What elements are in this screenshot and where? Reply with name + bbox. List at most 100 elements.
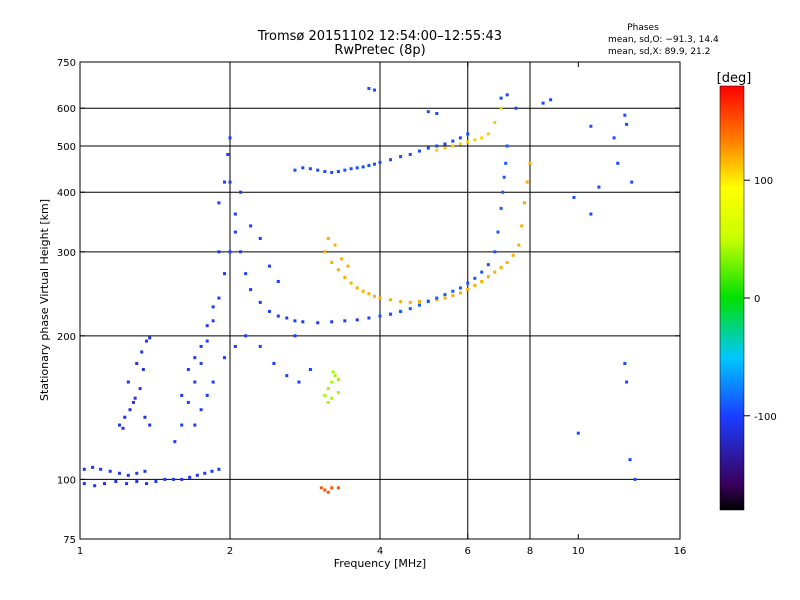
data-point xyxy=(589,124,593,128)
y-tick-label: 750 xyxy=(57,58,76,69)
data-point xyxy=(336,391,340,395)
data-point xyxy=(316,321,320,325)
x-tick-label: 4 xyxy=(377,546,383,557)
data-point xyxy=(417,149,421,153)
data-point xyxy=(336,268,340,272)
data-point xyxy=(630,180,634,184)
data-point xyxy=(285,316,289,320)
data-point xyxy=(340,257,344,261)
data-point xyxy=(499,266,503,270)
data-point xyxy=(378,296,382,300)
data-point xyxy=(541,101,545,105)
data-point xyxy=(117,423,121,427)
data-point xyxy=(499,206,503,210)
data-point xyxy=(623,361,627,365)
data-point xyxy=(435,111,439,115)
data-point xyxy=(493,121,497,125)
data-point xyxy=(399,155,403,159)
data-point xyxy=(308,167,312,171)
data-point xyxy=(493,270,497,274)
data-point xyxy=(633,477,637,481)
data-point xyxy=(233,212,237,216)
data-point xyxy=(443,293,447,297)
data-point xyxy=(426,146,430,150)
data-point xyxy=(473,138,477,142)
data-point xyxy=(426,110,430,114)
data-point xyxy=(443,296,447,300)
data-point xyxy=(505,260,509,264)
data-point xyxy=(616,161,620,165)
data-point xyxy=(195,473,199,477)
data-point xyxy=(597,185,601,189)
data-point xyxy=(180,477,184,481)
y-tick-label: 300 xyxy=(57,248,76,259)
data-point xyxy=(367,292,371,296)
data-point xyxy=(628,458,632,462)
data-point xyxy=(499,106,503,110)
data-point xyxy=(486,263,490,267)
data-point xyxy=(349,281,353,285)
data-point xyxy=(223,356,227,360)
data-point xyxy=(355,166,359,170)
data-point xyxy=(458,286,462,290)
data-point xyxy=(408,307,412,311)
data-point xyxy=(276,314,280,318)
data-point xyxy=(426,300,430,304)
data-point xyxy=(408,152,412,156)
data-point xyxy=(443,146,447,150)
data-point xyxy=(211,305,215,309)
data-point xyxy=(466,140,470,144)
data-point xyxy=(330,170,334,174)
data-point xyxy=(145,339,149,343)
data-point xyxy=(333,243,337,247)
data-point xyxy=(520,224,524,228)
data-point xyxy=(612,136,616,140)
data-point xyxy=(367,86,371,90)
data-point xyxy=(125,482,129,486)
y-axis-label: Stationary phase Virtual Height [km] xyxy=(38,199,51,401)
data-point xyxy=(210,469,214,473)
data-point xyxy=(336,170,340,174)
data-point xyxy=(199,344,203,348)
data-point xyxy=(258,344,262,348)
data-point xyxy=(486,275,490,279)
colorbar xyxy=(719,85,745,511)
data-point xyxy=(458,291,462,295)
data-point xyxy=(244,272,248,276)
colorbar-tick-label: 100 xyxy=(754,176,773,187)
data-point xyxy=(458,136,462,140)
data-point xyxy=(138,387,142,391)
y-tick-label: 100 xyxy=(57,475,76,486)
data-point xyxy=(480,270,484,274)
data-point xyxy=(336,486,340,490)
data-point xyxy=(399,300,403,304)
data-point xyxy=(319,486,323,490)
data-point xyxy=(244,334,248,338)
y-tick-label: 500 xyxy=(57,142,76,153)
data-point xyxy=(378,160,382,164)
data-point xyxy=(333,374,337,378)
x-tick-label: 10 xyxy=(572,546,585,557)
data-point xyxy=(301,166,305,170)
data-point xyxy=(99,467,103,471)
data-point xyxy=(367,316,371,320)
data-point xyxy=(473,283,477,287)
data-point xyxy=(249,288,253,292)
data-point xyxy=(443,142,447,146)
data-point xyxy=(103,482,107,486)
data-point xyxy=(480,136,484,140)
data-point xyxy=(249,224,253,228)
data-point xyxy=(223,180,227,184)
data-point xyxy=(330,260,334,264)
data-point xyxy=(331,370,335,374)
data-point xyxy=(417,300,421,304)
data-point xyxy=(217,467,221,471)
x-tick-label: 8 xyxy=(527,546,533,557)
data-point xyxy=(505,144,509,148)
data-point xyxy=(502,175,506,179)
data-point xyxy=(293,168,297,172)
data-point xyxy=(258,300,262,304)
data-point xyxy=(316,168,320,172)
colorbar-ticks: 100 0 -100 xyxy=(744,176,777,423)
data-point xyxy=(623,113,627,117)
